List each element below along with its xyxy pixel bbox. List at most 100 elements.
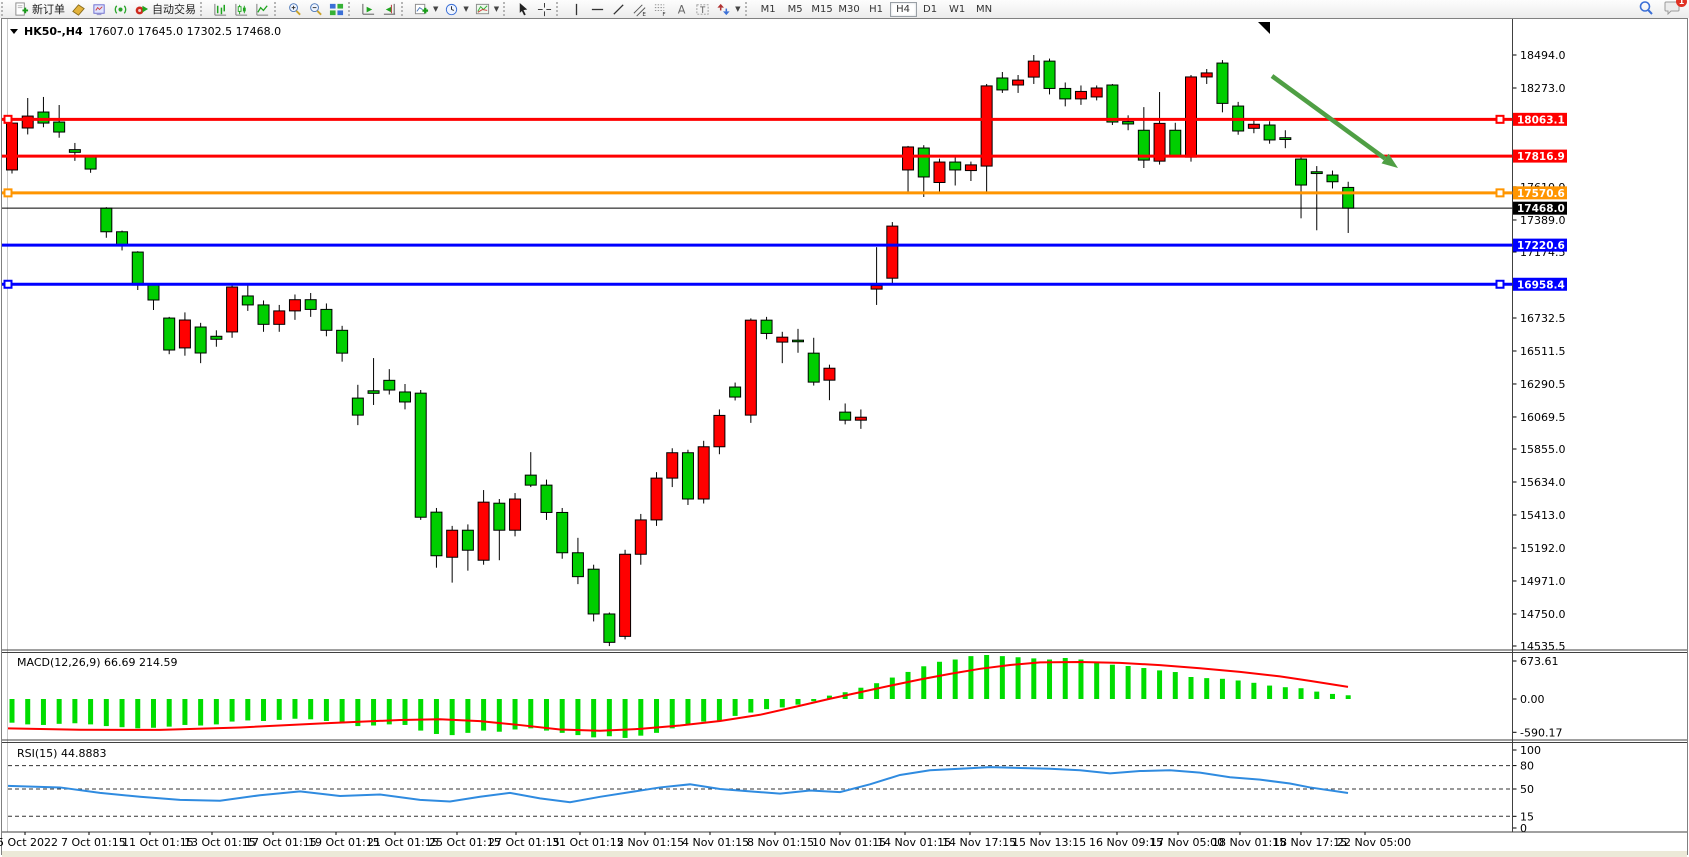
text-label-button[interactable]: T (692, 1, 713, 18)
fibonacci-button[interactable]: F (650, 1, 671, 18)
auto-scroll-icon (361, 2, 376, 17)
line-chart-icon (255, 2, 270, 17)
price-tick-label: 14535.5 (1520, 640, 1566, 653)
time-tick-label: 19 Oct 01:15 (308, 836, 380, 849)
toolbar-grip[interactable] (401, 2, 410, 16)
trendline-button[interactable] (608, 1, 629, 18)
vertical-line-button[interactable] (566, 1, 587, 18)
toolbar-grip[interactable] (744, 2, 754, 16)
timeframe-button-M30[interactable]: M30 (836, 2, 863, 17)
macd-histogram-bar (874, 683, 880, 699)
equidistant-channel-button[interactable]: E (629, 1, 650, 18)
macd-histogram-bar (1298, 688, 1304, 699)
line-chart-button[interactable] (252, 1, 273, 18)
timeframe-button-M15[interactable]: M15 (809, 2, 836, 17)
horizontal-line-button[interactable] (587, 1, 608, 18)
candle-body-up (1027, 60, 1040, 78)
price-tag-label: 17220.6 (1517, 240, 1565, 252)
indicators-dropdown[interactable]: ▼ (411, 1, 441, 18)
toolbar-grip[interactable] (200, 2, 209, 16)
chart-shift-button[interactable] (379, 1, 400, 18)
crosshair-button[interactable] (534, 1, 555, 18)
macd-histogram-bar (512, 699, 518, 730)
toolbar-grip[interactable] (556, 2, 565, 16)
macd-histogram-bar (1047, 659, 1053, 699)
terminal-button[interactable] (89, 1, 110, 18)
autotrading-label: 自动交易 (152, 3, 196, 16)
zoom-out-icon (308, 2, 323, 17)
timeframe-button-H4[interactable]: H4 (889, 1, 917, 17)
zoom-out-button[interactable] (305, 1, 326, 18)
macd-histogram-bar (1109, 664, 1115, 699)
timeframe-button-D1[interactable]: D1 (917, 2, 944, 17)
candle-body-down (100, 207, 113, 233)
rsi-indicator-label: RSI(15) 44.8883 (17, 747, 107, 760)
candle-body-down (493, 502, 506, 531)
autotrading-button[interactable]: 自动交易 (131, 1, 199, 18)
horizontal-line-icon (590, 2, 605, 17)
timeframe-button-MN[interactable]: MN (971, 2, 998, 17)
timeframe-button-W1[interactable]: W1 (944, 2, 971, 17)
arrows-dropdown[interactable]: ▼ (713, 1, 743, 18)
cursor-button[interactable] (513, 1, 534, 18)
new-order-button[interactable]: 新订单 (11, 1, 68, 18)
candle-body-up (1185, 76, 1197, 158)
toolbar-grip[interactable] (274, 2, 283, 16)
price-tag (1513, 238, 1567, 252)
candle-body-down (461, 529, 474, 551)
auto-scroll-button[interactable] (358, 1, 379, 18)
macd-histogram-bar (9, 699, 15, 723)
price-tick-label: 14750.0 (1520, 608, 1566, 621)
timeframe-button-M5[interactable]: M5 (782, 2, 809, 17)
signals-button[interactable] (110, 1, 131, 18)
time-tick-label: 17 Oct 01:15 (245, 836, 317, 849)
search-icon[interactable] (1638, 0, 1654, 19)
candle-body-up (477, 501, 490, 561)
metaeditor-button[interactable] (68, 1, 89, 18)
time-tick-label: 22 Nov 05:00 (1337, 836, 1411, 849)
candle-body-down (1137, 129, 1150, 161)
macd-histogram-bar (103, 699, 109, 727)
tile-windows-button[interactable] (326, 1, 347, 18)
candle-body-up (634, 519, 647, 555)
macd-histogram-bar (56, 699, 62, 724)
macd-histogram-bar (339, 699, 345, 724)
candle-body-down (571, 552, 584, 578)
macd-histogram-bar (764, 699, 770, 710)
templates-dropdown[interactable]: ▼ (472, 1, 502, 18)
macd-histogram-bar (543, 699, 549, 731)
periods-dropdown[interactable]: ▼ (441, 1, 471, 18)
zoom-in-button[interactable] (284, 1, 305, 18)
chart-menu-icon[interactable] (10, 29, 18, 34)
macd-histogram-bar (999, 656, 1005, 699)
line-handle (3, 188, 13, 198)
candle-body-up (21, 115, 34, 129)
candle-body-down (792, 339, 804, 343)
price-tick-label: 16290.5 (1520, 378, 1566, 391)
chart-window: 18494.018273.017610.917389.017174.516732… (0, 18, 1689, 857)
caret-down-icon: ▼ (735, 5, 741, 13)
text-button[interactable]: A (671, 1, 692, 18)
macd-tick-label: 0.00 (1520, 693, 1545, 706)
toolbar-grip[interactable] (1, 2, 10, 16)
macd-histogram-bar (779, 699, 785, 708)
macd-histogram-bar (1125, 665, 1131, 699)
chart-canvas[interactable]: 18494.018273.017610.917389.017174.516732… (0, 18, 1689, 857)
timeframe-button-M1[interactable]: M1 (755, 2, 782, 17)
macd-histogram-bar (198, 699, 204, 726)
candle-body-down (1059, 87, 1072, 100)
macd-histogram-bar (371, 699, 377, 726)
toolbar-grip[interactable] (348, 2, 357, 16)
notifications-button[interactable]: 1 (1664, 0, 1687, 18)
timeframe-button-H1[interactable]: H1 (863, 2, 890, 17)
time-tick-label: 21 Oct 01:15 (367, 836, 439, 849)
candle-body-down (210, 335, 223, 340)
time-tick-label: 18 Nov 01:15 (1212, 836, 1286, 849)
macd-histogram-bar (355, 699, 361, 727)
bar-chart-button[interactable] (210, 1, 231, 18)
macd-histogram-bar (591, 699, 597, 738)
candlestick-chart-button[interactable] (231, 1, 252, 18)
rsi-tick-label: 15 (1520, 810, 1534, 823)
candle-body-down (68, 149, 81, 153)
toolbar-grip[interactable] (503, 2, 512, 16)
